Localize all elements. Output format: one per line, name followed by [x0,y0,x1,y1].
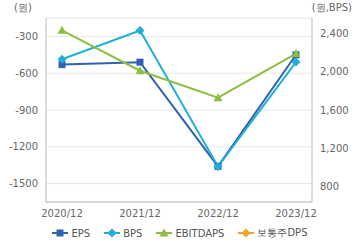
svg-text:2020/12: 2020/12 [41,208,83,219]
svg-text:-1200: -1200 [9,141,38,152]
svg-text:2022/12: 2022/12 [197,208,239,219]
svg-text:-300: -300 [15,31,38,42]
html-text:보통주DPS: 보통주DPS [257,227,308,238]
svg-text:2021/12: 2021/12 [119,208,161,219]
html-text:(원): (원) [14,2,32,13]
html-text:BPS: BPS [123,227,143,239]
svg-text:1,600: 1,600 [320,105,349,116]
html-text:EPS: EPS [71,227,91,239]
svg-text:-600: -600 [15,68,38,79]
svg-text:-1500: -1500 [9,178,38,189]
html-text:(원,BPS): (원,BPS) [311,2,352,13]
svg-text:800: 800 [320,181,339,192]
svg-text:2,000: 2,000 [320,66,349,77]
svg-text:1,200: 1,200 [320,143,349,154]
svg-text:2,400: 2,400 [320,28,349,39]
html-text:EBITDAPS: EBITDAPS [175,227,225,239]
svg-text:2023/12: 2023/12 [275,208,317,219]
svg-text:-900: -900 [15,105,38,116]
